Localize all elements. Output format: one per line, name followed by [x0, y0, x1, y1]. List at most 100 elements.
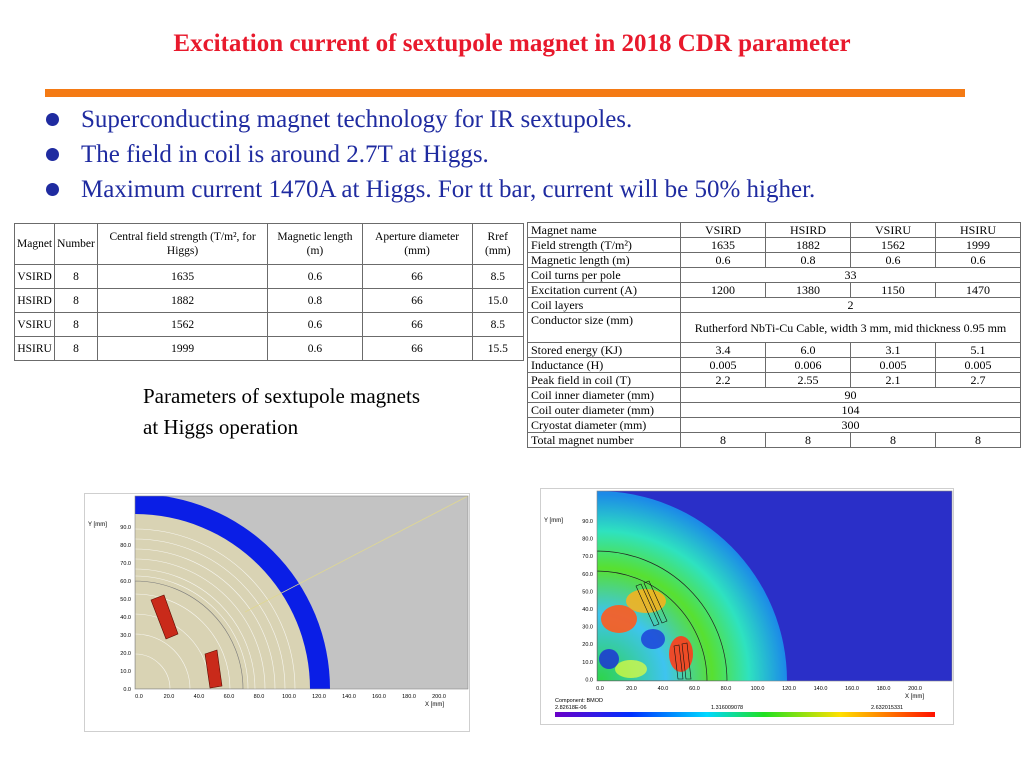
table-cell: 2.55	[765, 372, 851, 388]
table-cell: 6.0	[765, 342, 851, 358]
reference-line	[244, 496, 468, 613]
table-row: Inductance (H) 0.005 0.006 0.005 0.005	[527, 357, 1021, 373]
y-tick-label: 10.0	[582, 660, 593, 666]
row-label: Cryostat diameter (mm)	[527, 417, 681, 433]
x-tick-label: 120.0	[312, 694, 326, 700]
table-cell: 0.005	[680, 357, 766, 373]
y-tick-label: 60.0	[120, 579, 131, 585]
table-cell: 2.7	[935, 372, 1021, 388]
row-label: Coil inner diameter (mm)	[527, 387, 681, 403]
table-cell: 8	[54, 312, 98, 337]
table-cell: 0.6	[267, 264, 363, 289]
table-cell: HSIRU	[13, 336, 56, 361]
table-cell: 15.0	[471, 288, 525, 313]
table-cell: 1470	[935, 282, 1021, 298]
x-tick-label: 100.0	[282, 694, 296, 700]
y-tick-label: 70.0	[120, 561, 131, 567]
table-row: Coil turns per pole 33	[527, 267, 1021, 283]
table-cell: VSIRU	[850, 222, 936, 238]
row-label: Magnet name	[527, 222, 681, 238]
geometry-plot: Y [mm] 90.0 80.0 70.0 60.0 50.0 40.0 30.0 20.0 1…	[88, 495, 469, 708]
bullet-text: Superconducting magnet technology for IR…	[81, 106, 633, 133]
table-cell: 66	[361, 312, 473, 337]
row-label: Conductor size (mm)	[527, 312, 681, 343]
y-tick-label: 0.0	[123, 687, 131, 693]
x-tick-label: 80.0	[721, 686, 732, 692]
color-scale-bar	[555, 712, 935, 717]
air-region	[135, 514, 310, 689]
magnet-geometry-figure: Y [mm] 90.0 80.0 70.0 60.0 50.0 40.0 30.0 20.0 1…	[84, 493, 470, 732]
table-row: Total magnet number 8 8 8 8	[527, 432, 1021, 448]
bullet-dot-icon	[46, 148, 59, 161]
table-row: HSIRU 8 1999 0.6 66 15.5	[13, 336, 525, 361]
table-header-cell: Rref (mm)	[471, 223, 525, 265]
table-cell: 0.005	[935, 357, 1021, 373]
table-cell: 3.4	[680, 342, 766, 358]
table-row: Coil layers 2	[527, 297, 1021, 313]
table-cell: 8.5	[471, 264, 525, 289]
bullet-dot-icon	[46, 183, 59, 196]
table-cell: 8	[54, 336, 98, 361]
table-row: VSIRD 8 1635 0.6 66 8.5	[13, 264, 525, 289]
y-axis-label: Y [mm]	[88, 522, 107, 528]
scale-max-label: 2.632015331	[871, 705, 903, 711]
x-tick-label: 180.0	[402, 694, 416, 700]
row-label: Coil layers	[527, 297, 681, 313]
y-tick-label: 10.0	[120, 669, 131, 675]
magnet-parameter-table: Magnet name VSIRD HSIRD VSIRU HSIRU Fiel…	[527, 222, 1021, 448]
caption-line: at Higgs operation	[143, 415, 299, 439]
table-cell: 8	[850, 432, 936, 448]
table-row: Peak field in coil (T) 2.2 2.55 2.1 2.7	[527, 372, 1021, 388]
bullet-item: The field in coil is around 2.7T at Higg…	[46, 137, 815, 172]
table-cell: 8	[680, 432, 766, 448]
x-axis-label: X [mm]	[425, 702, 444, 708]
table-cell: 1999	[96, 336, 269, 361]
row-label: Coil outer diameter (mm)	[527, 402, 681, 418]
y-tick-label: 90.0	[120, 525, 131, 531]
table-row: Conductor size (mm) Rutherford NbTi-Cu C…	[527, 312, 1021, 343]
x-tick-label: 60.0	[689, 686, 700, 692]
table-cell: 0.6	[267, 336, 363, 361]
table-cell: VSIRU	[13, 312, 56, 337]
table-cell: 8.5	[471, 312, 525, 337]
x-tick-label: 160.0	[372, 694, 386, 700]
y-tick-label: 0.0	[585, 677, 593, 683]
y-tick-label: 30.0	[120, 633, 131, 639]
table-row: Excitation current (A) 1200 1380 1150 14…	[527, 282, 1021, 298]
table-cell: 5.1	[935, 342, 1021, 358]
x-tick-label: 200.0	[432, 694, 446, 700]
row-label: Inductance (H)	[527, 357, 681, 373]
x-tick-label: 20.0	[164, 694, 175, 700]
y-tick-label: 40.0	[120, 615, 131, 621]
table-row: Coil inner diameter (mm) 90	[527, 387, 1021, 403]
y-tick-label: 50.0	[582, 589, 593, 595]
table-row: Magnet name VSIRD HSIRD VSIRU HSIRU	[527, 222, 1021, 238]
table-cell: 1999	[935, 237, 1021, 253]
table-cell: 300	[680, 417, 1021, 433]
bullet-list: Superconducting magnet technology for IR…	[46, 102, 815, 207]
x-tick-label: 200.0	[908, 686, 922, 692]
table-row: HSIRD 8 1882 0.8 66 15.0	[13, 288, 525, 313]
y-tick-label: 90.0	[582, 519, 593, 525]
table-cell: 0.005	[850, 357, 936, 373]
x-ticks: 0.0 20.0 40.0 60.0 80.0 100.0 120.0 140.0 160.0 1…	[135, 694, 446, 700]
row-label: Stored energy (KJ)	[527, 342, 681, 358]
table-cell: 66	[361, 336, 473, 361]
table-cell: 1635	[680, 237, 766, 253]
table-cell: 2	[680, 297, 1021, 313]
table-cell: Rutherford NbTi-Cu Cable, width 3 mm, mi…	[680, 312, 1021, 343]
y-tick-label: 20.0	[582, 642, 593, 648]
table-cell: 8	[765, 432, 851, 448]
x-tick-label: 0.0	[135, 694, 143, 700]
table-cell: 1882	[765, 237, 851, 253]
table-row: Coil outer diameter (mm) 104	[527, 402, 1021, 418]
table-cell: HSIRD	[13, 288, 56, 313]
y-tick-label: 80.0	[582, 537, 593, 543]
table-cell: 0.6	[935, 252, 1021, 268]
row-label: Magnetic length (m)	[527, 252, 681, 268]
y-tick-label: 60.0	[582, 572, 593, 578]
table-cell: 3.1	[850, 342, 936, 358]
table-cell: 8	[54, 288, 98, 313]
y-tick-label: 50.0	[120, 597, 131, 603]
x-tick-label: 80.0	[254, 694, 265, 700]
